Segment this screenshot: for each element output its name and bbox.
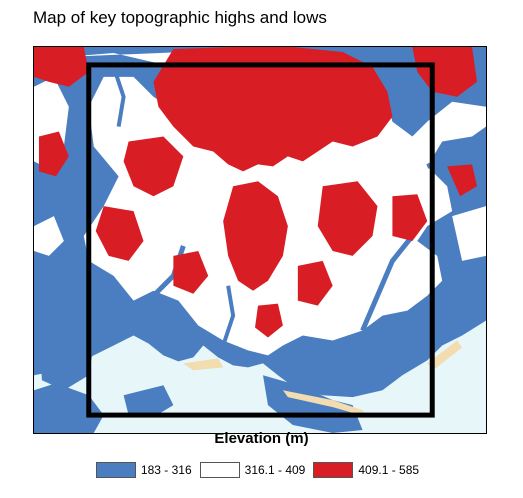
legend: 183 - 316 316.1 - 409 409.1 - 585 (0, 462, 523, 478)
map-title: Map of key topographic highs and lows (33, 8, 327, 27)
high-elevation-land (153, 47, 393, 172)
legend-title: Elevation (m) (214, 430, 309, 447)
high-elevation-land (412, 47, 478, 97)
high-elevation-land (392, 194, 428, 241)
legend-item-high: 409.1 - 585 (313, 462, 427, 478)
high-elevation-land (173, 250, 209, 294)
legend-swatch-high (313, 462, 354, 478)
high-elevation-land (95, 206, 144, 261)
legend-item-low: 183 - 316 (95, 462, 200, 478)
channel (111, 66, 126, 127)
beach (183, 358, 224, 371)
mid-elevation-land (34, 216, 64, 256)
study-area-box (86, 62, 435, 418)
high-elevation-land (297, 260, 333, 306)
high-elevation-land (34, 47, 89, 87)
channel (426, 144, 486, 169)
legend-label-high: 409.1 - 585 (358, 463, 420, 477)
high-elevation-land (223, 181, 288, 291)
high-elevation-land (255, 303, 283, 338)
beach (282, 390, 368, 418)
low-elevation-island (262, 375, 363, 433)
legend-swatch-low (95, 462, 136, 478)
legend-label-mid: 316.1 - 409 (244, 463, 306, 477)
channel (221, 285, 236, 347)
elevation-map-canvas (34, 47, 486, 433)
legend-label-low: 183 - 316 (140, 463, 192, 477)
legend-swatch-mid (199, 462, 240, 478)
mid-elevation-land (452, 206, 486, 261)
channel (360, 234, 415, 332)
high-elevation-land (317, 181, 378, 256)
channel (34, 183, 105, 210)
elevation-map (33, 46, 487, 434)
beach (427, 340, 463, 370)
high-elevation-land (447, 164, 478, 197)
high-elevation-land (123, 136, 184, 197)
low-elevation-island (38, 325, 94, 391)
high-elevation-land (38, 131, 69, 177)
legend-item-mid: 316.1 - 409 (199, 462, 314, 478)
low-elevation-island (123, 385, 174, 418)
